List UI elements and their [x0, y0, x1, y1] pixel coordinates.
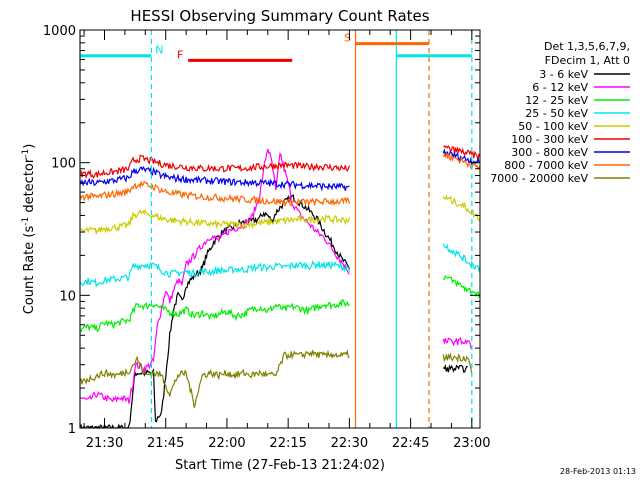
- legend-label-8: 7000 - 20000 keV: [490, 172, 588, 185]
- legend-label-4: 50 - 100 keV: [518, 120, 588, 133]
- y-axis-label: Count Rate (s-1 detector-1): [21, 144, 37, 315]
- annotation-label-1: F: [177, 48, 183, 61]
- annotation-layer: N F S: [80, 32, 472, 62]
- series-line-after-gap-8: [443, 354, 472, 374]
- series-line-5: [80, 155, 349, 177]
- x-axis-label: Start Time (27-Feb-13 21:24:02): [175, 458, 385, 473]
- chart-title: HESSI Observing Summary Count Rates: [130, 7, 429, 25]
- y-tick-label-1: 10: [59, 289, 76, 304]
- legend-label-2: 12 - 25 keV: [525, 94, 588, 107]
- legend: Det 1,3,5,6,7,9, FDecim 1, Att 0 3 - 6 k…: [490, 40, 630, 185]
- series-line-after-gap-6: [443, 338, 472, 349]
- y-tick-label-2: 100: [51, 157, 76, 172]
- plot-frame: [80, 30, 480, 428]
- annotation-label-0: N: [155, 44, 163, 57]
- legend-label-5: 100 - 300 keV: [511, 133, 588, 146]
- count-rate-chart: HESSI Observing Summary Count Rates N FS …: [0, 0, 640, 480]
- legend-label-3: 25 - 50 keV: [525, 107, 588, 120]
- annotation-label-2: S: [344, 32, 351, 45]
- x-tick-label-3: 22:15: [269, 436, 306, 451]
- x-axis: 21:30 21:45 22:00 22:15 22:30 22:45 23:00: [84, 30, 490, 451]
- plot-timestamp: 28-Feb-2013 01:13: [560, 467, 636, 476]
- series-line-2: [80, 300, 349, 332]
- series-line-4: [80, 210, 349, 234]
- legend-header-line-1: Det 1,3,5,6,7,9,: [544, 40, 630, 53]
- series-line-after-gap-3: [443, 196, 480, 222]
- legend-label-0: 3 - 6 keV: [539, 68, 588, 81]
- x-tick-label-6: 23:00: [453, 436, 490, 451]
- x-tick-label-2: 22:00: [208, 436, 245, 451]
- legend-label-6: 300 - 800 keV: [511, 146, 588, 159]
- x-tick-label-0: 21:30: [86, 436, 123, 451]
- y-tick-label-0: 1: [68, 422, 76, 437]
- legend-label-1: 6 - 12 keV: [532, 81, 588, 94]
- legend-header-line-2: FDecim 1, Att 0: [545, 54, 630, 67]
- series-line-after-gap-7: [443, 366, 468, 373]
- series-line-0: [80, 195, 349, 428]
- series-line-after-gap-4: [443, 243, 480, 270]
- y-tick-label-3: 1000: [43, 24, 76, 39]
- data-layer: [80, 146, 480, 428]
- series-line-after-gap-5: [443, 276, 480, 296]
- x-tick-label-4: 22:30: [331, 436, 368, 451]
- x-tick-label-1: 21:45: [147, 436, 184, 451]
- x-tick-label-5: 22:45: [392, 436, 429, 451]
- legend-label-7: 800 - 7000 keV: [504, 159, 588, 172]
- series-line-3: [80, 261, 349, 286]
